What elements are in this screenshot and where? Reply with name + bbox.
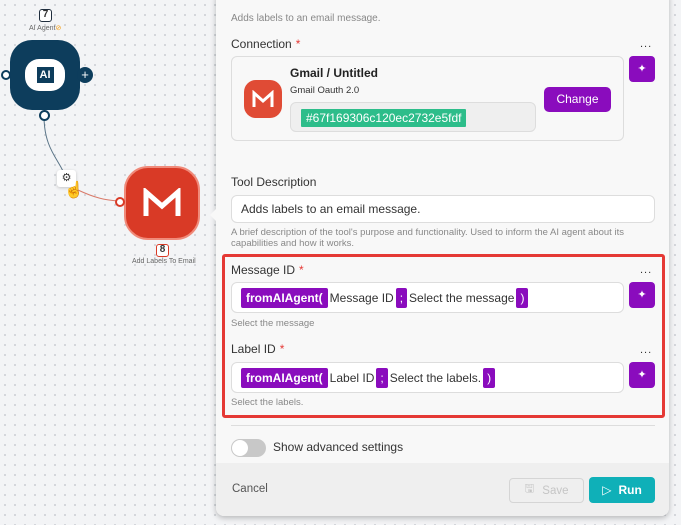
save-button[interactable]: 🖫 Save	[509, 478, 584, 503]
label-id-label: Label ID *	[231, 342, 284, 356]
tool-description-input[interactable]: Adds labels to an email message.	[231, 195, 655, 223]
cancel-button[interactable]: Cancel	[232, 483, 268, 495]
more-options-button[interactable]: ...	[640, 38, 653, 50]
advanced-settings-label: Show advanced settings	[273, 440, 404, 454]
arg-text: Label ID	[329, 370, 375, 385]
required-mark: *	[295, 37, 301, 51]
node-label: AI Agent⊘	[29, 24, 61, 32]
gear-icon[interactable]: ⚙	[57, 170, 76, 187]
connection-title: Gmail / Untitled	[290, 66, 379, 80]
label-id-help: Select the labels.	[231, 397, 304, 408]
required-mark: *	[299, 263, 304, 277]
input-handle[interactable]	[1, 70, 11, 80]
ai-sparkle-button[interactable]: ✦	[629, 282, 655, 308]
tool-description-help: A brief description of the tool's purpos…	[231, 227, 624, 249]
gmail-icon	[143, 188, 181, 216]
divider	[231, 425, 655, 426]
tool-description-label: Tool Description	[231, 175, 317, 189]
gmail-icon	[252, 90, 274, 107]
add-node-icon[interactable]: +	[77, 67, 93, 83]
node-label: Add Labels To Email	[132, 258, 196, 265]
highlight-box	[222, 254, 665, 418]
gmail-input-handle[interactable]	[115, 197, 125, 207]
panel-pointer	[210, 209, 216, 221]
more-options-button[interactable]: ...	[640, 264, 653, 276]
message-id-help: Select the message	[231, 318, 315, 329]
message-id-label-text: Message ID	[231, 263, 296, 277]
brain-icon: AI	[25, 59, 65, 91]
run-button[interactable]: ▷ Run	[589, 477, 655, 503]
ai-icon-text: AI	[36, 67, 54, 83]
connection-label: Connection *	[231, 37, 300, 51]
connection-type: Gmail Oauth 2.0	[290, 85, 360, 96]
arg-text: Select the message	[409, 290, 515, 305]
label-id-input[interactable]: fromAIAgent( Label ID ; Select the label…	[231, 362, 624, 393]
ai-agent-node[interactable]: AI	[10, 40, 80, 110]
gmail-node[interactable]	[124, 166, 200, 240]
run-label: Run	[618, 483, 642, 497]
close-paren-pill: )	[483, 367, 496, 388]
advanced-settings-toggle[interactable]	[231, 439, 266, 457]
function-pill: fromAIAgent(	[241, 367, 328, 388]
required-mark: *	[279, 342, 285, 356]
close-paren-pill: )	[516, 287, 529, 308]
label-id-label-text: Label ID	[231, 342, 276, 356]
function-pill: fromAIAgent(	[241, 287, 328, 308]
separator-pill: ;	[376, 367, 388, 388]
node-number-badge: 7	[39, 9, 52, 22]
tool-summary: Adds labels to an email message.	[231, 13, 381, 24]
ai-node-label: AI Agent	[29, 25, 56, 32]
ai-sparkle-button[interactable]: ✦	[629, 362, 655, 388]
connection-id-badge: #67f169306c120ec2732e5fdf	[301, 109, 467, 127]
save-label: Save	[542, 484, 569, 497]
separator-pill: ;	[395, 287, 408, 308]
save-icon: 🖫	[524, 483, 535, 495]
message-id-label: Message ID *	[231, 263, 304, 277]
arg-text: Select the labels.	[389, 370, 482, 385]
ai-sparkle-button[interactable]: ✦	[629, 56, 655, 82]
gmail-logo	[244, 80, 282, 118]
output-handle[interactable]	[39, 110, 50, 121]
hand-cursor-icon: ☝	[64, 182, 84, 199]
connection-label-text: Connection	[231, 37, 292, 51]
warning-icon: ⊘	[55, 25, 62, 32]
more-options-button[interactable]: ...	[640, 344, 653, 356]
toggle-knob	[232, 440, 248, 456]
play-icon: ▷	[602, 483, 612, 497]
change-connection-button[interactable]: Change	[544, 87, 611, 112]
node-number-badge: 8	[156, 244, 169, 257]
arg-text: Message ID	[329, 290, 394, 305]
message-id-input[interactable]: fromAIAgent( Message ID ; Select the mes…	[231, 282, 624, 313]
